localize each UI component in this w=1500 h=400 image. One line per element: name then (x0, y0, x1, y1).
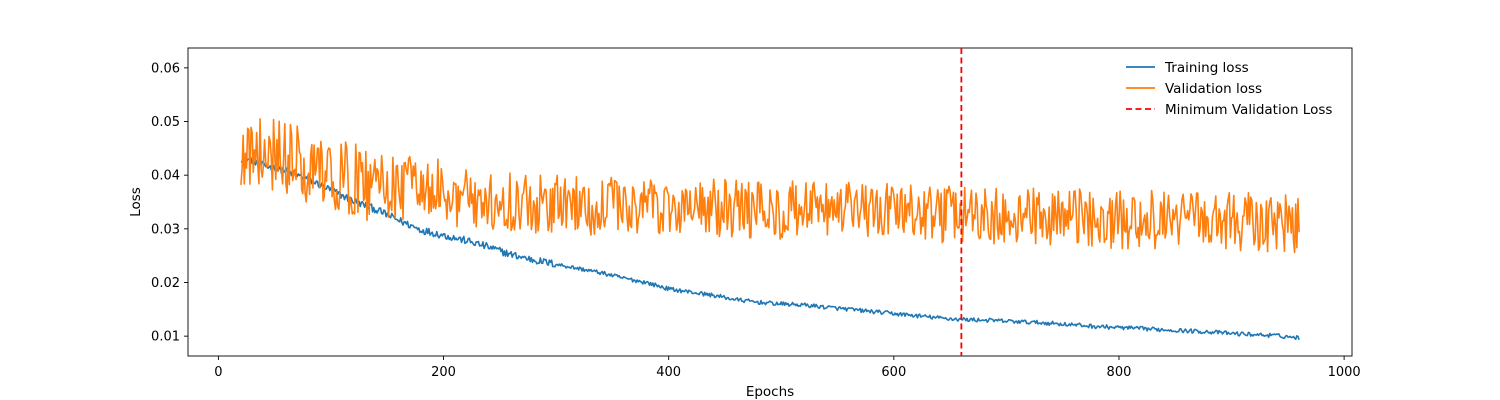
y-tick-label: 0.06 (151, 61, 180, 76)
legend-label: Minimum Validation Loss (1165, 102, 1332, 118)
series-line-training-loss (240, 154, 1300, 341)
series-line-validation-loss (240, 118, 1300, 254)
x-tick-label: 200 (431, 365, 456, 380)
y-tick-label: 0.02 (151, 276, 180, 291)
x-tick-label: 400 (656, 365, 681, 380)
x-axis-title: Epochs (746, 384, 794, 400)
legend-label: Validation loss (1165, 81, 1262, 97)
y-tick-label: 0.05 (151, 115, 180, 130)
y-tick-label: 0.03 (151, 222, 180, 237)
x-tick-label: 1000 (1328, 365, 1361, 380)
y-tick-label: 0.04 (151, 169, 180, 184)
y-tick-label: 0.01 (151, 330, 180, 345)
y-axis: 0.01 0.02 0.03 0.04 0.05 0.06 (151, 61, 188, 345)
x-tick-label: 800 (1107, 365, 1132, 380)
axes-border (187, 47, 1353, 357)
legend-label: Training loss (1164, 60, 1249, 76)
legend: Training loss Validation loss Minimum Vali… (1126, 60, 1332, 118)
plot-area (240, 48, 1300, 356)
x-axis: 0 200 400 600 800 1000 (214, 356, 1361, 380)
x-tick-label: 600 (881, 365, 906, 380)
x-tick-label: 0 (214, 365, 222, 380)
axes-frame (187, 47, 1353, 357)
y-axis-title: Loss (128, 187, 144, 217)
